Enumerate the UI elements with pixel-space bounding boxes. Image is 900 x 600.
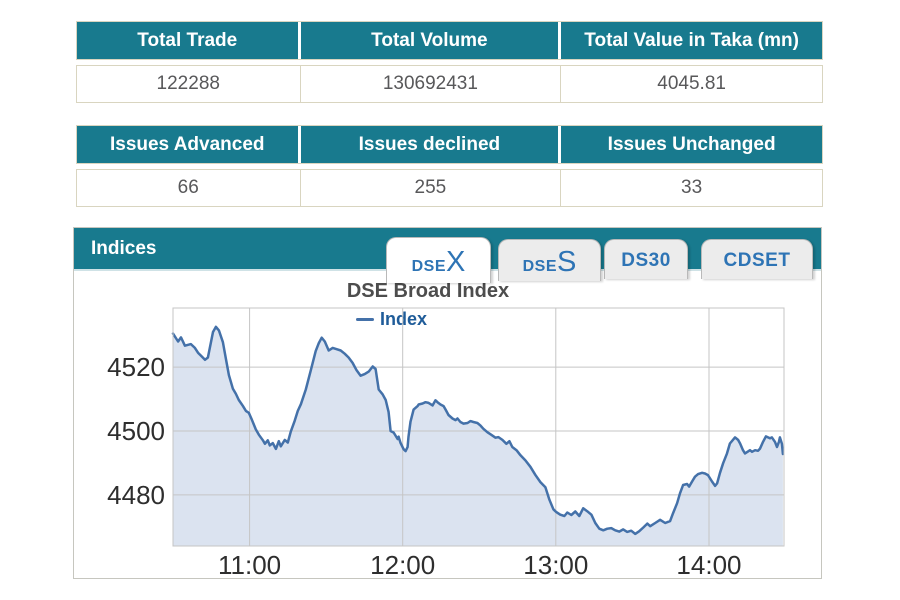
x-axis-label: 11:00: [218, 550, 281, 580]
totals-table-header-row: Total Trade Total Volume Total Value in …: [76, 21, 823, 60]
tab-dses[interactable]: DSE S: [498, 239, 601, 281]
issues-table-header-row: Issues Advanced Issues declined Issues U…: [76, 125, 823, 164]
issues-table: Issues Advanced Issues declined Issues U…: [76, 125, 823, 207]
index-line: [171, 325, 785, 536]
issues-declined-value: 255: [301, 170, 562, 206]
issues-unchanged-value: 33: [681, 177, 703, 198]
index-area-fill: [173, 326, 783, 546]
tab-dsex[interactable]: DSE X: [386, 237, 491, 283]
totals-table-value-row: 122288 130692431 4045.81: [76, 65, 823, 103]
x-axis-label: 13:00: [523, 550, 588, 580]
y-axis-label: 4520: [107, 352, 165, 382]
total-volume-value: 130692431: [301, 66, 562, 102]
issues-declined-header: Issues declined: [300, 126, 562, 163]
chart-legend: Index: [356, 309, 427, 330]
tab-ds30-label: DS30: [621, 250, 671, 271]
index-area-chart: 4480 4500 4520 11:00 12:00 13:00 14:00: [107, 307, 785, 580]
x-axis-label: 14:00: [676, 550, 741, 580]
total-value-header: Total Value in Taka (mn): [561, 22, 822, 59]
legend-dash-icon: [356, 318, 374, 321]
x-axis-label: 12:00: [370, 550, 435, 580]
tab-cdset-label: CDSET: [723, 250, 791, 271]
chart-title: DSE Broad Index: [346, 280, 510, 302]
tab-dses-label-suffix: S: [557, 246, 577, 278]
tab-dsex-label-prefix: DSE: [411, 258, 447, 275]
tab-ds30[interactable]: DS30: [604, 239, 688, 279]
tab-dsex-label-suffix: X: [446, 246, 466, 278]
indices-panel-title: Indices: [91, 238, 157, 259]
tab-dses-label-prefix: DSE: [522, 258, 558, 275]
total-value-value: 4045.81: [657, 73, 726, 94]
tab-cdset[interactable]: CDSET: [701, 239, 813, 279]
indices-panel: Indices DSE X DSE S DS30 CDSET DSE Broad I…: [73, 227, 822, 580]
legend-series-label: Index: [380, 309, 428, 329]
plot-border: [172, 307, 785, 547]
totals-table: Total Trade Total Volume Total Value in …: [76, 21, 823, 103]
total-trade-value: 122288: [77, 66, 301, 102]
y-axis-label: 4480: [107, 480, 165, 510]
total-volume-header: Total Volume: [300, 22, 562, 59]
issues-table-value-row: 66 255 33: [76, 169, 823, 207]
total-trade-header: Total Trade: [77, 22, 301, 59]
y-axis-label: 4500: [107, 416, 165, 446]
issues-unchanged-header: Issues Unchanged: [561, 126, 822, 163]
issues-advanced-header: Issues Advanced: [77, 126, 301, 163]
issues-advanced-value: 66: [77, 170, 301, 206]
